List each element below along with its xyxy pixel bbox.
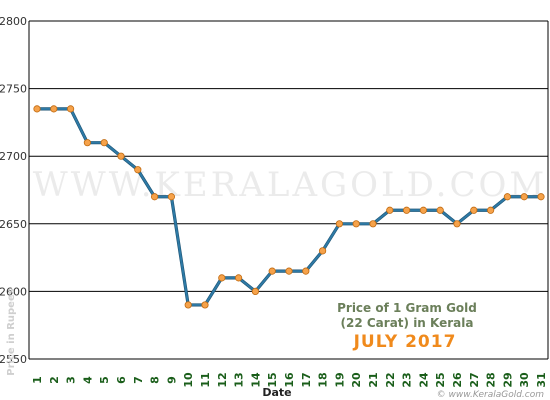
x-tick-label: 18 [317,372,330,387]
data-point [67,105,75,113]
y-tick-label: 2700 [0,150,27,163]
x-tick-label: 26 [451,372,464,388]
data-point [520,193,528,201]
x-tick-label: 17 [300,372,313,387]
x-tick-label: 12 [216,372,229,387]
price-points [33,105,545,309]
x-axis-title: Date [262,386,291,399]
x-tick-label: 28 [485,372,498,387]
data-point [537,193,545,201]
data-point [235,274,243,282]
x-tick-label: 19 [333,372,346,387]
x-tick-label: 23 [401,372,414,387]
data-point [302,267,310,275]
data-point [151,193,159,201]
watermark: WWW.KERALAGOLD.COM [33,165,547,205]
x-tick-label: 2 [48,376,61,384]
data-point [50,105,58,113]
y-tick-label: 2750 [0,83,27,96]
data-point [436,206,444,214]
x-tick-label: 13 [233,372,246,387]
x-axis-ticks: 1 2 3 4 5 6 7 8 9 10 11 12 13 14 15 16 17 18 19 20 21 22 23 24 2… [31,372,548,388]
data-point [251,287,259,295]
x-tick-label: 31 [535,372,548,387]
x-tick-label: 30 [518,372,531,388]
data-point [335,220,343,228]
x-tick-label: 8 [149,376,162,384]
data-point [184,301,192,309]
data-point [117,152,125,160]
y-tick-label: 2650 [0,218,27,231]
x-tick-label: 1 [31,376,44,384]
x-tick-label: 25 [434,372,447,387]
x-tick-label: 21 [367,372,380,387]
data-point [503,193,511,201]
data-point [352,220,360,228]
x-tick-label: 14 [249,372,262,388]
data-point [201,301,209,309]
x-tick-label: 22 [384,372,397,387]
chart-title-line-1: Price of 1 Gram Gold [337,301,477,315]
y-tick-label: 2600 [0,285,27,298]
data-point [268,267,276,275]
y-axis-title: Price in Rupees [6,288,17,375]
series-line-shadow [37,107,541,307]
data-point [100,139,108,147]
y-tick-label: 2800 [0,15,27,28]
data-point [285,267,293,275]
series-line [37,107,541,306]
data-point [369,220,377,228]
x-tick-label: 16 [283,372,296,388]
price-series [37,107,541,307]
data-point [453,220,461,228]
data-point [402,206,411,214]
data-point [419,206,427,214]
data-point [33,105,41,113]
data-point [486,206,495,214]
y-tick-label: 2550 [0,353,27,366]
data-point [83,139,92,147]
data-point [386,206,394,214]
grid-lines [28,20,549,360]
x-tick-label: 3 [65,376,78,384]
x-tick-label: 24 [417,372,430,388]
x-tick-label: 11 [199,372,212,387]
x-tick-label: 4 [81,376,94,384]
x-tick-label: 15 [266,372,279,387]
x-tick-label: 10 [182,372,195,388]
chart-subtitle: JULY 2017 [353,332,457,352]
data-point [167,193,175,201]
x-tick-label: 9 [165,376,178,384]
chart-title-line-2: (22 Carat) in Kerala [341,316,474,330]
x-tick-label: 7 [132,376,145,384]
x-tick-label: 29 [501,372,514,387]
credit-text: © www.KeralaGold.com [437,390,545,400]
x-tick-label: 5 [98,376,111,384]
data-point [318,247,327,255]
x-tick-label: 20 [350,372,363,388]
x-tick-label: 6 [115,376,128,384]
x-tick-label: 27 [468,372,481,387]
data-point [134,166,142,174]
data-point [470,206,478,214]
data-point [218,274,226,282]
y-axis-ticks: 2550 2600 2650 2700 2750 2800 [0,15,27,366]
